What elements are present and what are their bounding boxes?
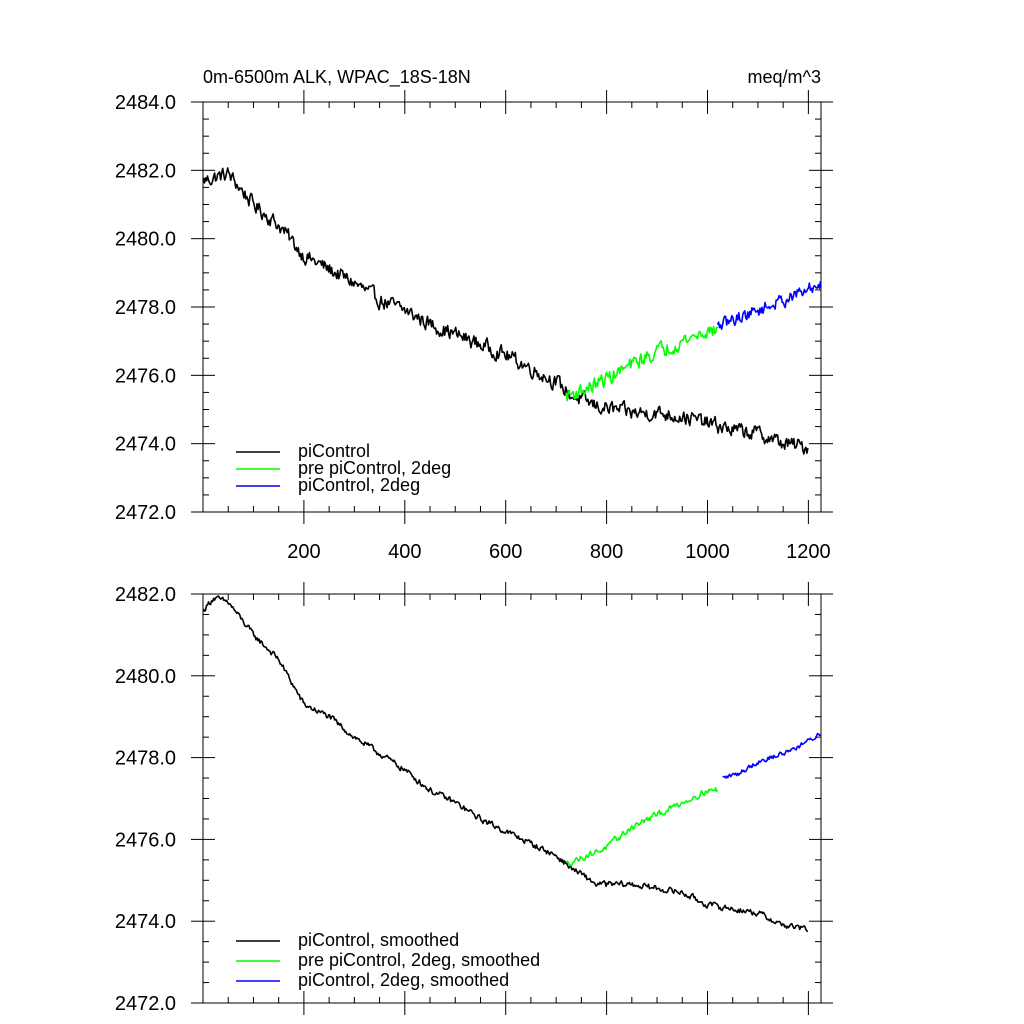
legend-label: piControl, 2deg [298, 475, 420, 495]
y-tick-label: 2484.0 [115, 92, 176, 114]
y-tick-label: 2474.0 [115, 434, 176, 456]
x-tick-label: 600 [489, 541, 522, 563]
y-tick-label: 2480.0 [115, 229, 176, 251]
y-tick-label: 2478.0 [115, 297, 176, 319]
legend-label: piControl [298, 441, 370, 461]
bottom-panel: 2472.0 2474.0 2476.0 2478.0 2480.0 2482.0 piCo… [115, 582, 833, 1015]
y-tick-label: 2476.0 [115, 829, 176, 851]
series-line-1 [565, 325, 719, 402]
y-tick-label: 2478.0 [115, 748, 176, 770]
series-line-0 [202, 595, 809, 933]
y-tick-label: 2474.0 [115, 911, 176, 933]
legend-label: pre piControl, 2deg, smoothed [298, 950, 540, 970]
legend-label: pre piControl, 2deg [298, 458, 451, 478]
y-tick-label: 2472.0 [115, 993, 176, 1015]
top-panel: 0m-6500m ALK, WPAC_18S-18N meq/m^3 2472.… [115, 67, 833, 563]
plot-frame [202, 101, 822, 513]
legend-label: piControl, 2deg, smoothed [298, 970, 509, 990]
series-line-2 [722, 732, 821, 779]
series-line-1 [565, 787, 719, 867]
x-tick-label: 200 [287, 541, 320, 563]
y-tick-label: 2476.0 [115, 365, 176, 387]
y-tick-label: 2482.0 [115, 584, 176, 606]
top-panel-title: 0m-6500m ALK, WPAC_18S-18N [203, 67, 471, 88]
series-line-0 [202, 167, 809, 455]
y-tick-label: 2480.0 [115, 666, 176, 688]
x-tick-label: 800 [590, 541, 623, 563]
plot-frame [202, 593, 822, 1004]
legend-label: piControl, smoothed [298, 930, 459, 950]
y-tick-label: 2472.0 [115, 502, 176, 524]
top-panel-units: meq/m^3 [748, 67, 821, 87]
series-line-2 [716, 280, 822, 330]
x-tick-label: 1200 [786, 541, 831, 563]
y-tick-label: 2482.0 [115, 160, 176, 182]
x-tick-label: 1000 [685, 541, 730, 563]
x-tick-label: 400 [388, 541, 421, 563]
